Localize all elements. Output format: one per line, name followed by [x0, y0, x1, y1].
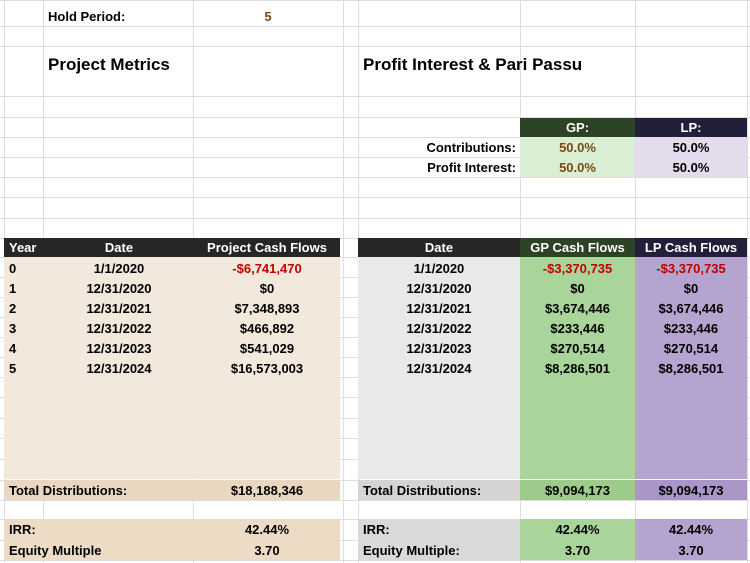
project-row-cash-flow[interactable]: -$6,741,470 — [232, 260, 302, 276]
partner-header-date: Date — [358, 238, 520, 257]
partner-row-date[interactable]: 12/31/2024 — [406, 360, 472, 376]
partner-row-gp-cash-flow[interactable]: $8,286,501 — [544, 360, 611, 376]
gridline-row — [0, 157, 750, 158]
partner-header-lp: LP Cash Flows — [635, 238, 747, 257]
partner-total-fill — [358, 480, 520, 500]
gp-col-fill — [520, 257, 635, 479]
gp-em-value[interactable]: 3.70 — [564, 542, 591, 558]
gp-total-value[interactable]: $9,094,173 — [544, 482, 611, 498]
gridline-row — [0, 218, 750, 219]
partner-row-gp-cash-flow[interactable]: -$3,370,735 — [542, 260, 613, 276]
partner-row-date[interactable]: 12/31/2023 — [406, 340, 472, 356]
gridline-row — [0, 117, 750, 118]
lp-split-fill — [635, 137, 747, 177]
project-total-fill — [4, 480, 340, 500]
gridline-row — [0, 0, 750, 1]
partner-row-lp-cash-flow[interactable]: $270,514 — [663, 340, 719, 356]
partner-row-date[interactable]: 1/1/2020 — [413, 260, 465, 276]
project-em-label: Equity Multiple — [9, 542, 102, 558]
lp-col-fill — [635, 257, 747, 479]
lp-irr-value[interactable]: 42.44% — [668, 521, 714, 537]
project-row-cash-flow[interactable]: $466,892 — [239, 320, 295, 336]
lp-header: LP: — [635, 118, 747, 137]
lp-metrics-fill — [635, 519, 747, 560]
partner-row-date[interactable]: 12/31/2022 — [406, 320, 472, 336]
gridline-row — [0, 26, 750, 27]
project-row-cash-flow[interactable]: $7,348,893 — [234, 300, 300, 316]
partner-row-date[interactable]: 12/31/2021 — [406, 300, 472, 316]
lp-contributions[interactable]: 50.0% — [672, 139, 710, 155]
gp-header: GP: — [520, 118, 635, 137]
gp-profit-interest[interactable]: 50.0% — [559, 159, 596, 175]
profit-interest-label: Profit Interest: — [427, 159, 516, 175]
project-row-year[interactable]: 5 — [9, 360, 17, 376]
gridline-row — [0, 197, 750, 198]
lp-total-fill — [635, 480, 747, 500]
lp-total-value[interactable]: $9,094,173 — [658, 482, 724, 498]
project-metrics-title: Project Metrics — [48, 55, 170, 74]
partner-em-label: Equity Multiple: — [363, 542, 460, 558]
gp-metrics-fill — [520, 519, 635, 560]
project-header-year: Year — [4, 238, 44, 257]
partner-row-lp-cash-flow[interactable]: $233,446 — [663, 320, 719, 336]
project-irr-value[interactable]: 42.44% — [244, 521, 290, 537]
project-row-year[interactable]: 0 — [9, 260, 17, 276]
gridline-col — [343, 0, 344, 563]
gp-total-fill — [520, 480, 635, 500]
lp-profit-interest[interactable]: 50.0% — [672, 159, 710, 175]
partner-header-gp: GP Cash Flows — [520, 238, 635, 257]
partner-row-gp-cash-flow[interactable]: $270,514 — [550, 340, 605, 356]
project-row-year[interactable]: 1 — [9, 280, 17, 296]
hold-period-value[interactable]: 5 — [264, 8, 272, 24]
gp-split-fill — [520, 137, 635, 177]
partner-row-gp-cash-flow[interactable]: $3,674,446 — [544, 300, 611, 316]
project-row-date[interactable]: 12/31/2021 — [86, 300, 152, 316]
partner-row-lp-cash-flow[interactable]: -$3,370,735 — [656, 260, 726, 276]
project-header-cash-flows: Project Cash Flows — [194, 238, 340, 257]
partner-date-fill — [358, 257, 520, 479]
project-metrics-fill-dark — [4, 519, 340, 560]
project-header-date: Date — [44, 238, 194, 257]
project-row-year[interactable]: 4 — [9, 340, 17, 356]
gridline-row — [0, 500, 750, 501]
gridline-row — [0, 96, 750, 97]
project-em-value[interactable]: 3.70 — [254, 542, 280, 558]
lp-em-value[interactable]: 3.70 — [678, 542, 704, 558]
project-table-fill — [4, 257, 340, 479]
gridline-col — [747, 0, 748, 563]
project-row-cash-flow[interactable]: $541,029 — [239, 340, 295, 356]
partner-row-lp-cash-flow[interactable]: $3,674,446 — [658, 300, 724, 316]
project-irr-label: IRR: — [9, 521, 36, 537]
partner-row-date[interactable]: 12/31/2020 — [406, 280, 472, 296]
project-row-cash-flow[interactable]: $16,573,003 — [230, 360, 304, 376]
project-row-cash-flow[interactable]: $0 — [259, 280, 275, 296]
gp-irr-value[interactable]: 42.44% — [555, 521, 600, 537]
gp-contributions[interactable]: 50.0% — [559, 139, 596, 155]
project-row-year[interactable]: 2 — [9, 300, 17, 316]
contributions-label: Contributions: — [426, 139, 516, 155]
project-row-date[interactable]: 1/1/2020 — [93, 260, 145, 276]
profit-interest-title: Profit Interest & Pari Passu — [363, 55, 583, 74]
partner-row-gp-cash-flow[interactable]: $0 — [570, 280, 585, 296]
project-row-date[interactable]: 12/31/2024 — [86, 360, 152, 376]
hold-period-label: Hold Period: — [48, 8, 126, 24]
partner-row-lp-cash-flow[interactable]: $0 — [683, 280, 699, 296]
project-row-date[interactable]: 12/31/2020 — [86, 280, 152, 296]
partner-metrics-fill — [358, 519, 520, 560]
partner-total-label: Total Distributions: — [363, 482, 482, 498]
project-row-date[interactable]: 12/31/2022 — [86, 320, 152, 336]
gridline-row — [0, 560, 750, 561]
gridline-row — [0, 46, 750, 47]
project-total-label: Total Distributions: — [9, 482, 128, 498]
project-row-year[interactable]: 3 — [9, 320, 17, 336]
partner-irr-label: IRR: — [363, 521, 390, 537]
project-row-date[interactable]: 12/31/2023 — [86, 340, 152, 356]
partner-row-lp-cash-flow[interactable]: $8,286,501 — [658, 360, 724, 376]
partner-row-gp-cash-flow[interactable]: $233,446 — [550, 320, 605, 336]
gridline-row — [0, 137, 750, 138]
gridline-row — [0, 177, 750, 178]
project-total-value[interactable]: $18,188,346 — [230, 482, 304, 498]
